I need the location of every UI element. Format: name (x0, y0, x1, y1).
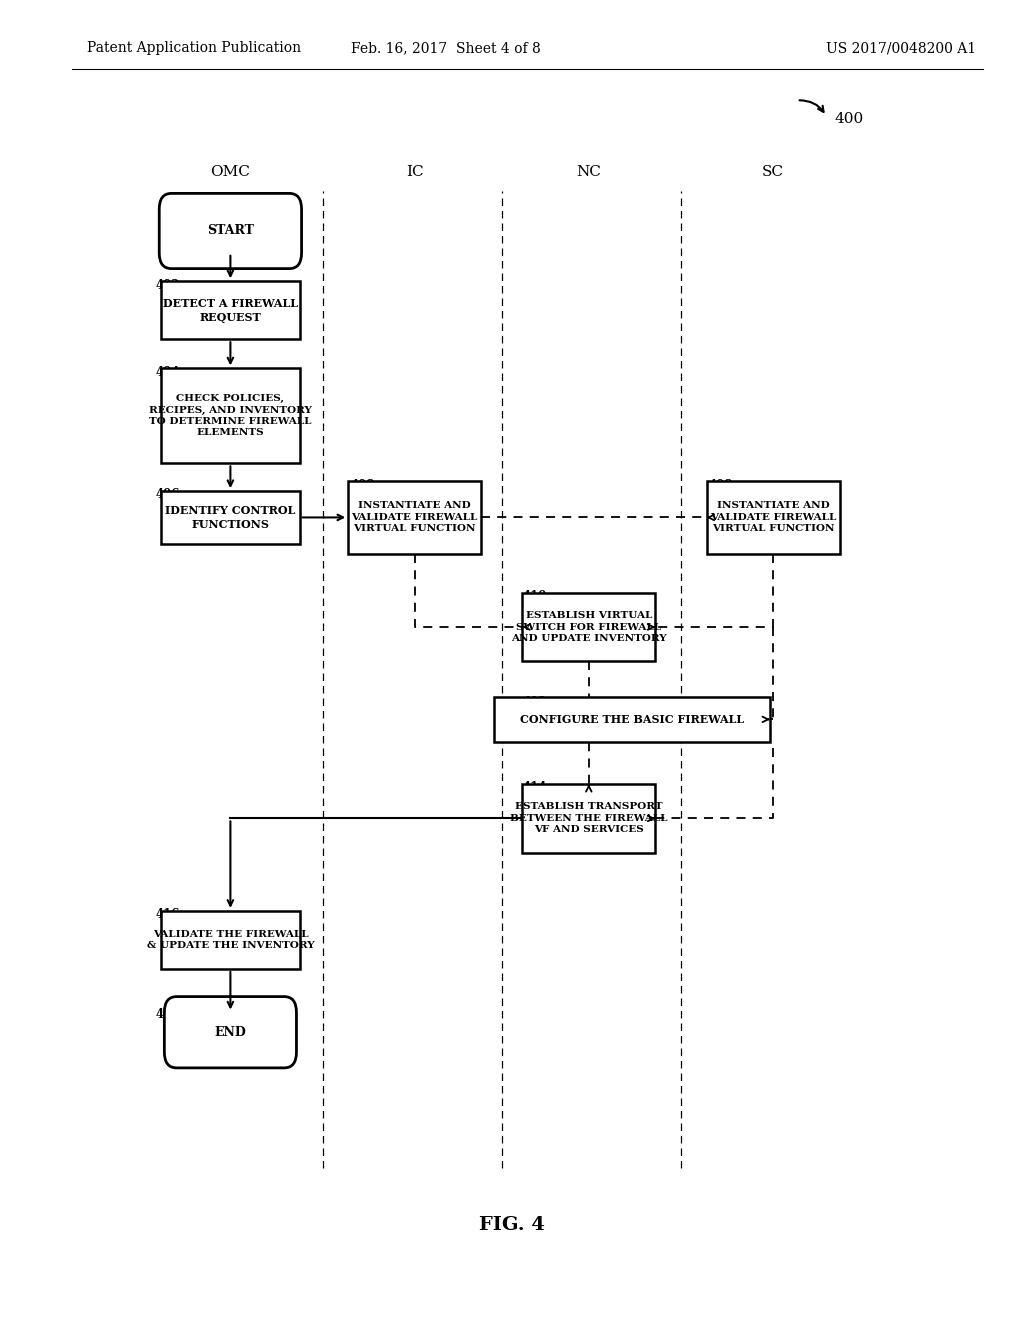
Bar (522, 593, 655, 661)
Text: 412: 412 (522, 696, 547, 709)
Text: 402: 402 (156, 279, 180, 292)
Text: 414: 414 (522, 781, 547, 795)
Text: INSTANTIATE AND
VALIDATE FIREWALL
VIRTUAL FUNCTION: INSTANTIATE AND VALIDATE FIREWALL VIRTUA… (351, 502, 478, 533)
Text: START: START (207, 224, 254, 238)
Text: ESTABLISH VIRTUAL
SWITCH FOR FIREWALL
AND UPDATE INVENTORY: ESTABLISH VIRTUAL SWITCH FOR FIREWALL AN… (511, 611, 667, 643)
Text: 408: 408 (709, 479, 733, 492)
Text: END: END (214, 1026, 247, 1039)
Text: SC: SC (762, 165, 784, 178)
FancyBboxPatch shape (160, 193, 301, 269)
Text: VALIDATE THE FIREWALL
& UPDATE THE INVENTORY: VALIDATE THE FIREWALL & UPDATE THE INVEN… (146, 929, 314, 950)
Text: DETECT A FIREWALL
REQUEST: DETECT A FIREWALL REQUEST (163, 297, 298, 323)
Text: 416: 416 (156, 908, 180, 921)
Text: 400: 400 (835, 112, 864, 125)
Bar (162, 368, 299, 463)
Text: 410: 410 (522, 590, 547, 603)
Bar (348, 480, 481, 554)
Text: CHECK POLICIES,
RECIPES, AND INVENTORY
TO DETERMINE FIREWALL
ELEMENTS: CHECK POLICIES, RECIPES, AND INVENTORY T… (148, 395, 312, 437)
FancyBboxPatch shape (164, 997, 297, 1068)
Text: 404: 404 (156, 366, 180, 379)
Text: ESTABLISH TRANSPORT
BETWEEN THE FIREWALL
VF AND SERVICES: ESTABLISH TRANSPORT BETWEEN THE FIREWALL… (510, 803, 668, 834)
Text: 408: 408 (350, 479, 375, 492)
Bar (162, 911, 299, 969)
Bar (707, 480, 840, 554)
Bar (494, 697, 770, 742)
Text: 406: 406 (156, 488, 180, 502)
Bar (162, 281, 299, 339)
Text: IDENTIFY CONTROL
FUNCTIONS: IDENTIFY CONTROL FUNCTIONS (165, 504, 296, 531)
Text: INSTANTIATE AND
VALIDATE FIREWALL
VIRTUAL FUNCTION: INSTANTIATE AND VALIDATE FIREWALL VIRTUA… (710, 502, 837, 533)
Text: US 2017/0048200 A1: US 2017/0048200 A1 (826, 41, 976, 55)
Text: 418: 418 (156, 1008, 180, 1022)
Text: Feb. 16, 2017  Sheet 4 of 8: Feb. 16, 2017 Sheet 4 of 8 (350, 41, 541, 55)
Text: OMC: OMC (211, 165, 250, 178)
Text: CONFIGURE THE BASIC FIREWALL: CONFIGURE THE BASIC FIREWALL (520, 714, 743, 725)
Text: FIG. 4: FIG. 4 (479, 1216, 545, 1234)
Text: NC: NC (577, 165, 601, 178)
Text: Patent Application Publication: Patent Application Publication (87, 41, 301, 55)
Bar (162, 491, 299, 544)
Bar (522, 784, 655, 853)
Text: IC: IC (406, 165, 424, 178)
